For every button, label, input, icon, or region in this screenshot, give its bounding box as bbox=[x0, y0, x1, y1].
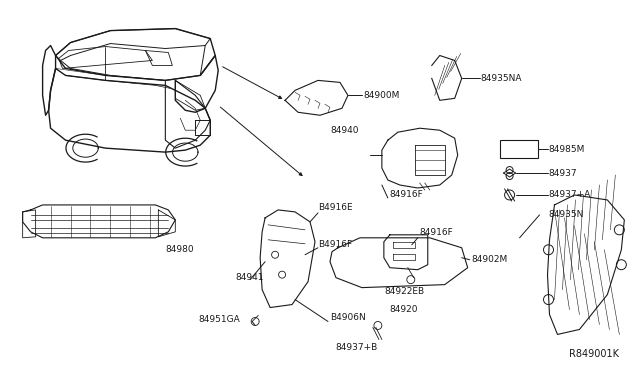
Text: 84935N: 84935N bbox=[548, 211, 584, 219]
Text: 84916F: 84916F bbox=[390, 190, 424, 199]
Text: 84940: 84940 bbox=[330, 126, 358, 135]
Text: 84937: 84937 bbox=[548, 169, 577, 177]
Bar bbox=[500, 140, 538, 158]
Text: 84980: 84980 bbox=[165, 245, 194, 254]
Text: 84985M: 84985M bbox=[548, 145, 585, 154]
Text: B4916F: B4916F bbox=[318, 240, 352, 249]
Text: B4906N: B4906N bbox=[330, 313, 365, 322]
Text: 84951GA: 84951GA bbox=[198, 315, 240, 324]
Text: 84922EB: 84922EB bbox=[385, 287, 425, 296]
Text: 84920: 84920 bbox=[390, 305, 419, 314]
Text: 84935NA: 84935NA bbox=[481, 74, 522, 83]
Text: 84902M: 84902M bbox=[472, 255, 508, 264]
Text: 84937+B: 84937+B bbox=[335, 343, 377, 352]
Text: 84916F: 84916F bbox=[420, 228, 454, 237]
Text: 84900M: 84900M bbox=[363, 91, 399, 100]
Text: 84941: 84941 bbox=[235, 273, 264, 282]
Text: 84937+A: 84937+A bbox=[548, 190, 591, 199]
Text: R849001K: R849001K bbox=[570, 349, 620, 359]
Text: B4916E: B4916E bbox=[318, 203, 353, 212]
